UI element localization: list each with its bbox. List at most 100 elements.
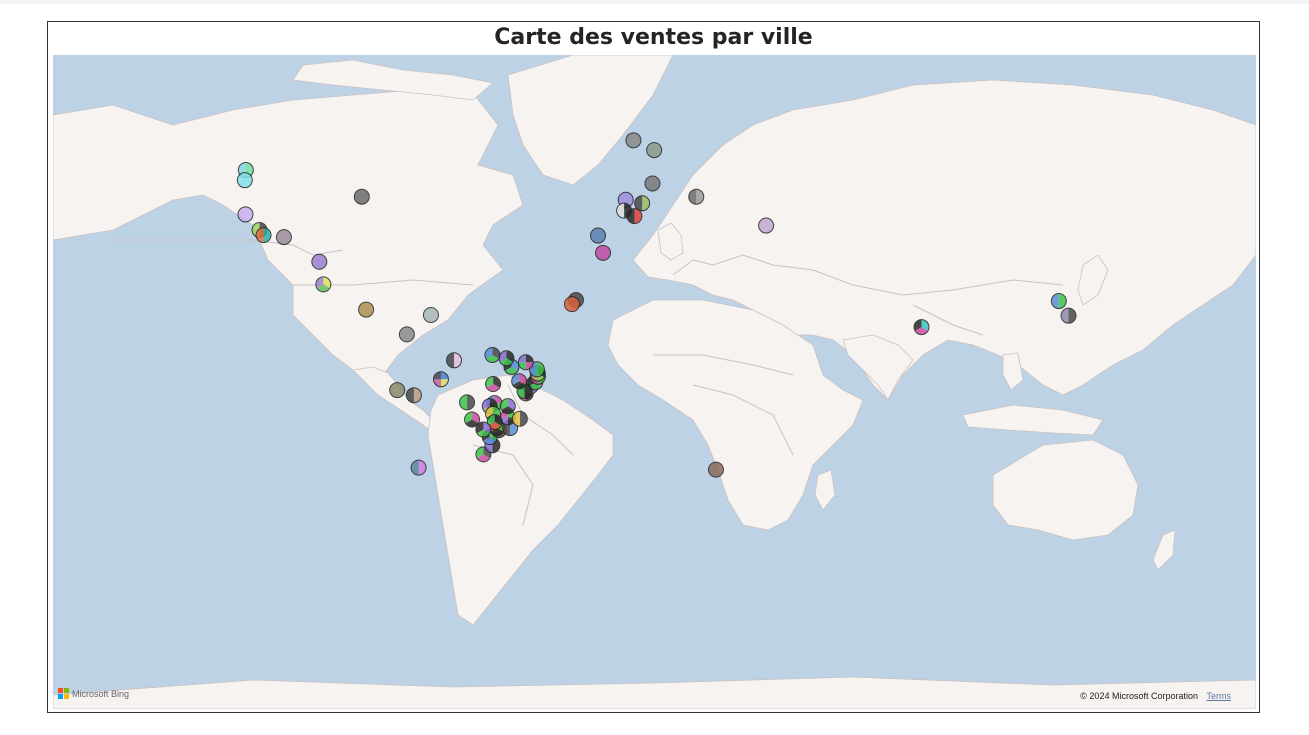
marker-slice — [490, 428, 504, 436]
marker-outline — [486, 413, 503, 430]
marker-slice — [519, 411, 528, 427]
marker-slice — [499, 358, 513, 366]
sales-marker-dublin[interactable]: Dublin — [625, 132, 642, 149]
marker-slice — [486, 384, 500, 392]
marker-slice — [465, 419, 479, 427]
marker-slice — [413, 387, 422, 403]
marker-slice — [634, 208, 642, 224]
map-title: Carte des ventes par ville — [494, 25, 813, 50]
marker-slice — [688, 189, 697, 205]
sales-marker-chicago[interactable]: Chicago — [353, 188, 370, 205]
marker-slice — [564, 296, 580, 312]
sales-marker-montes-claros[interactable]: Montes Claros — [499, 398, 516, 415]
marker-outline — [1050, 293, 1067, 310]
land-australia — [992, 439, 1139, 541]
land-japan — [1077, 254, 1109, 306]
marker-outline — [913, 319, 930, 336]
sales-marker-sao-luis[interactable]: Sao Luis — [498, 350, 515, 367]
sales-marker-vitoria[interactable]: Vitoria — [511, 410, 528, 427]
marker-outline — [459, 394, 476, 411]
sales-marker-manaus[interactable]: Manaus — [446, 352, 462, 369]
marker-slice — [237, 206, 253, 222]
top-strip — [0, 0, 1309, 4]
sales-marker-palmas[interactable]: Palmas — [485, 376, 502, 393]
sales-marker-ribeirao-preto[interactable]: Ribeirao Preto — [486, 413, 503, 430]
marker-slice — [625, 132, 641, 148]
sales-marker-rome[interactable]: Rome — [688, 188, 705, 205]
sales-marker-san-francisco[interactable]: San Francisco — [237, 206, 254, 223]
marker-outline — [595, 244, 612, 261]
marker-slice — [642, 195, 650, 211]
sales-marker-madrid[interactable]: Madrid — [634, 195, 651, 212]
sales-markers[interactable]: SeattlePortlandSan FranciscoLos AngelesS… — [236, 132, 1077, 478]
sales-marker-mexico-city[interactable]: Mexico City — [315, 276, 332, 293]
sales-marker-campo-grande[interactable]: Campo Grande — [464, 411, 481, 428]
land-philippines — [1002, 352, 1024, 391]
marker-outline — [410, 459, 427, 476]
sales-marker-monterrey[interactable]: Monterrey — [311, 253, 328, 270]
marker-slice — [1058, 293, 1067, 309]
marker-outline — [707, 461, 724, 478]
map-attribution: © 2024 Microsoft Corporation Terms — [1080, 691, 1231, 701]
marker-slice — [644, 175, 660, 191]
marker-outline — [315, 276, 332, 293]
marker-slice — [358, 302, 374, 318]
sales-marker-manila[interactable]: Manila — [1050, 293, 1067, 310]
sales-marker-portland[interactable]: Portland — [236, 172, 253, 189]
sales-marker-fortaleza[interactable]: Fortaleza — [517, 354, 534, 371]
marker-outline — [758, 217, 775, 234]
marker-outline — [236, 172, 253, 189]
sales-marker-cusco[interactable]: Cusco — [405, 387, 422, 404]
sales-marker-london[interactable]: London — [646, 142, 663, 159]
map-canvas[interactable]: SeattlePortlandSan FranciscoLos AngelesS… — [53, 55, 1256, 709]
terms-link[interactable]: Terms — [1206, 691, 1232, 701]
sales-marker-porto-velho[interactable]: Porto Velho — [432, 371, 449, 388]
sales-marker-bordeaux[interactable]: Bordeaux — [644, 175, 661, 192]
marker-outline — [237, 206, 254, 223]
marker-slice — [467, 394, 475, 410]
marker-outline — [311, 253, 328, 270]
land-britain — [657, 222, 684, 261]
marker-outline — [485, 376, 502, 393]
sales-marker-lima[interactable]: Lima — [389, 382, 406, 399]
bing-logo: Microsoft Bing — [58, 688, 129, 699]
sales-marker-canary-islands[interactable]: Canary Islands — [595, 244, 612, 261]
sales-marker-santiago[interactable]: Santiago — [410, 459, 427, 476]
marker-outline — [590, 227, 607, 244]
sales-marker-madeira[interactable]: Madeira — [590, 227, 607, 244]
marker-slice — [646, 142, 662, 158]
world-map[interactable]: SeattlePortlandSan FranciscoLos AngelesS… — [53, 55, 1256, 709]
marker-slice — [708, 462, 724, 478]
marker-outline — [634, 195, 651, 212]
marker-outline — [563, 296, 580, 313]
sales-marker-cyprus[interactable]: Cyprus — [758, 217, 775, 234]
marker-slice — [440, 371, 449, 380]
sales-marker-praia[interactable]: Praia — [563, 296, 580, 313]
land-indonesia — [962, 404, 1104, 436]
marker-outline — [432, 371, 449, 388]
sales-marker-cape-town[interactable]: Cape Town — [707, 461, 724, 478]
marker-slice — [501, 406, 515, 414]
sales-marker-managua[interactable]: Managua — [358, 301, 375, 318]
sales-marker-juazeiro[interactable]: Juazeiro — [511, 373, 528, 390]
sales-marker-seville[interactable]: Seville — [626, 208, 643, 225]
marker-outline — [358, 301, 375, 318]
sales-marker-tucson[interactable]: Tucson — [275, 229, 292, 246]
marker-outline — [475, 421, 492, 438]
sales-marker-colombo[interactable]: Colombo — [913, 319, 930, 336]
marker-slice — [536, 361, 545, 377]
marker-slice — [485, 354, 499, 363]
marker-slice — [595, 245, 611, 261]
sales-marker-caracas[interactable]: Caracas — [422, 306, 439, 323]
sales-marker-bogota[interactable]: Bogota — [398, 326, 415, 343]
sales-marker-cuiaba[interactable]: Cuiaba — [459, 394, 476, 411]
marker-slice — [276, 229, 292, 245]
sales-marker-san-diego[interactable]: San Diego — [255, 227, 272, 244]
bing-label: Microsoft Bing — [72, 688, 130, 699]
sales-marker-cebu[interactable]: Cebu — [1060, 307, 1077, 324]
marker-slice — [524, 383, 533, 399]
sales-marker-londrina[interactable]: Londrina — [475, 421, 492, 438]
land-arctic-islands — [292, 59, 494, 101]
sales-marker-belem[interactable]: Belem — [484, 346, 501, 363]
land-south-america — [427, 374, 614, 626]
